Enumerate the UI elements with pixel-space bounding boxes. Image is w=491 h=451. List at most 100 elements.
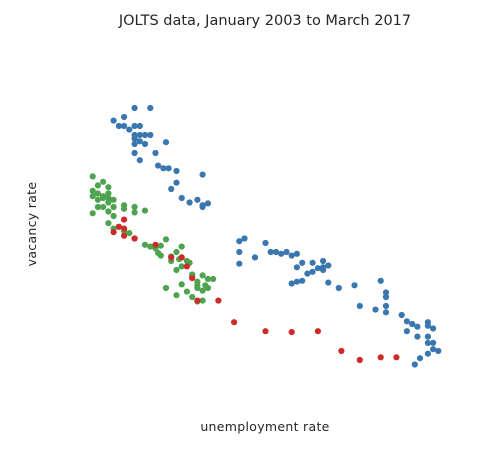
data-point xyxy=(121,122,128,130)
data-point xyxy=(377,354,384,361)
data-point xyxy=(314,328,321,335)
data-point xyxy=(194,297,201,304)
data-point xyxy=(131,140,138,148)
data-point xyxy=(141,131,149,139)
data-point xyxy=(278,250,285,257)
data-point xyxy=(236,238,243,245)
data-point xyxy=(147,131,154,139)
data-point xyxy=(356,302,363,310)
data-point xyxy=(136,122,143,130)
data-point xyxy=(382,289,390,296)
data-point xyxy=(416,355,424,362)
data-point xyxy=(173,179,180,186)
data-point xyxy=(160,165,167,172)
data-point xyxy=(121,232,128,239)
data-point xyxy=(338,347,345,355)
data-point xyxy=(314,265,321,272)
data-point xyxy=(199,203,206,211)
data-point xyxy=(382,309,390,316)
data-point xyxy=(136,138,143,145)
data-point xyxy=(398,311,405,319)
data-point xyxy=(100,203,107,211)
data-point xyxy=(178,254,185,261)
data-point xyxy=(414,323,421,330)
data-point xyxy=(89,173,96,180)
data-point xyxy=(409,320,416,328)
data-point xyxy=(424,333,431,340)
data-point xyxy=(131,209,138,216)
data-point xyxy=(411,361,418,368)
series-3 xyxy=(110,216,400,364)
data-point xyxy=(204,275,211,283)
y-axis-label: vacancy rate xyxy=(24,182,39,267)
data-point xyxy=(189,275,196,282)
data-point xyxy=(194,282,201,289)
data-point xyxy=(121,202,128,209)
data-point xyxy=(110,229,117,236)
data-point xyxy=(162,139,170,146)
data-point xyxy=(152,149,159,157)
data-point xyxy=(178,263,185,270)
data-point xyxy=(241,235,248,242)
data-point xyxy=(309,268,316,275)
data-point xyxy=(89,187,96,194)
data-point xyxy=(424,339,431,346)
data-point xyxy=(283,248,290,256)
data-point xyxy=(115,223,122,230)
data-point xyxy=(131,104,138,112)
data-point xyxy=(147,243,154,250)
data-point xyxy=(199,287,206,294)
data-point xyxy=(110,117,117,124)
data-point xyxy=(272,248,280,256)
data-point xyxy=(403,328,410,335)
data-point xyxy=(105,194,112,202)
data-point xyxy=(403,318,410,325)
data-point xyxy=(299,277,306,284)
data-point xyxy=(335,284,342,292)
chart-title: JOLTS data, January 2003 to March 2017 xyxy=(118,13,411,29)
data-point xyxy=(288,329,295,336)
data-point xyxy=(115,122,122,130)
data-point xyxy=(131,135,138,142)
data-point xyxy=(173,266,180,274)
x-axis-label: unemployment rate xyxy=(200,419,329,434)
data-point xyxy=(157,252,164,259)
data-point xyxy=(89,210,96,217)
data-point xyxy=(288,280,295,287)
data-point xyxy=(293,264,300,271)
data-point xyxy=(168,185,175,193)
data-point xyxy=(231,319,238,326)
data-point xyxy=(299,259,306,266)
data-point xyxy=(194,196,201,203)
data-point xyxy=(414,333,421,340)
data-point xyxy=(320,257,327,265)
data-point xyxy=(377,277,384,284)
data-point xyxy=(183,263,190,270)
data-point xyxy=(204,200,211,207)
plot-area xyxy=(89,104,442,368)
data-point xyxy=(94,190,101,197)
data-point xyxy=(105,184,112,191)
data-point xyxy=(309,259,316,266)
series-1 xyxy=(110,104,442,368)
data-point xyxy=(199,171,206,178)
data-point xyxy=(393,354,400,361)
data-point xyxy=(320,266,327,274)
data-point xyxy=(100,194,107,202)
data-point xyxy=(262,239,269,247)
data-point xyxy=(105,220,112,227)
data-point xyxy=(236,248,243,256)
data-point xyxy=(288,252,295,259)
data-point xyxy=(382,293,390,301)
data-point xyxy=(126,230,133,237)
data-point xyxy=(304,270,311,277)
data-point xyxy=(100,178,107,185)
data-point xyxy=(110,212,117,220)
data-point xyxy=(131,149,138,157)
data-point xyxy=(157,242,164,249)
data-point xyxy=(293,250,300,257)
data-point xyxy=(165,165,172,172)
series-2 xyxy=(89,173,217,305)
data-point xyxy=(136,131,143,139)
